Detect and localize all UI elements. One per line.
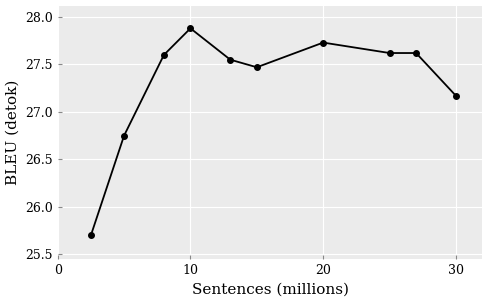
Y-axis label: BLEU (detok): BLEU (detok) <box>5 80 20 185</box>
X-axis label: Sentences (millions): Sentences (millions) <box>192 282 348 297</box>
